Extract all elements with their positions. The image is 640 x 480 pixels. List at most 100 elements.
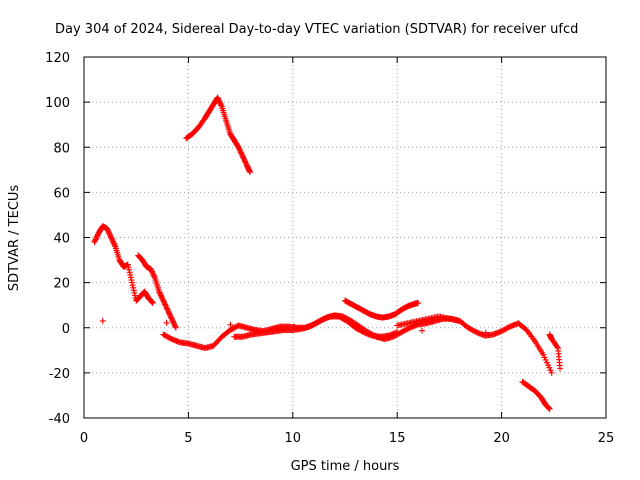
data-point-interp	[105, 228, 112, 235]
data-point-interp	[395, 330, 402, 337]
data-point-interp	[165, 309, 172, 316]
data-point-interp	[236, 146, 243, 153]
data-point-interp	[236, 145, 243, 152]
y-tick-label: -40	[49, 412, 70, 427]
data-point-interp	[482, 329, 489, 336]
data-point-interp	[504, 324, 511, 331]
chart-title: Day 304 of 2024, Sidereal Day-to-day VTE…	[55, 22, 578, 37]
data-point-interp	[111, 242, 118, 249]
data-point-interp	[547, 367, 554, 374]
data-point-interp	[354, 322, 361, 329]
data-point-interp	[109, 238, 116, 245]
data-point-interp	[355, 325, 362, 332]
series-upper-arc	[183, 94, 253, 176]
data-point-interp	[194, 125, 201, 132]
data-point-interp	[233, 323, 240, 330]
y-tick-label: 80	[53, 141, 70, 156]
data-point-interp	[157, 291, 164, 298]
y-tick-label: 0	[62, 322, 70, 337]
data-point-interp	[234, 142, 241, 149]
series-arc-12-16	[342, 297, 422, 321]
data-point-interp	[237, 148, 244, 155]
data-point-interp	[125, 264, 132, 271]
x-tick-label: 10	[285, 431, 302, 446]
x-tick-label: 20	[493, 431, 510, 446]
data-point-interp	[241, 157, 248, 164]
data-point-interp	[170, 319, 177, 326]
data-point-interp	[151, 273, 158, 280]
data-point-interp	[240, 154, 247, 161]
series-late-descending	[519, 378, 553, 412]
data-point-interp	[530, 336, 537, 343]
series-early-arc	[91, 223, 156, 306]
data-point-interp	[163, 305, 170, 312]
data-point	[160, 297, 167, 304]
grid-lines	[84, 57, 606, 418]
data-point-interp	[544, 404, 551, 411]
data-point	[172, 324, 179, 331]
data-point-interp	[166, 310, 173, 317]
data-point	[164, 306, 171, 313]
data-point-interp	[554, 343, 561, 350]
data-point-interp	[160, 298, 167, 305]
data-point-interp	[217, 99, 224, 106]
data-point-interp	[216, 336, 223, 343]
data-point	[168, 315, 175, 322]
data-point-interp	[107, 233, 114, 240]
data-point-interp	[166, 334, 173, 341]
data-point-interp	[403, 320, 410, 327]
data-point	[548, 369, 555, 376]
data-point-interp	[218, 102, 225, 109]
data-point-interp	[222, 115, 229, 122]
x-tick-label: 0	[80, 431, 88, 446]
data-point	[239, 153, 246, 160]
data-point-interp	[157, 292, 164, 299]
data-point-interp	[242, 158, 249, 165]
data-point-interp	[224, 328, 231, 335]
series-descending-2-6-4-5	[135, 252, 179, 331]
data-point-interp	[127, 274, 134, 281]
data-point-interp	[546, 405, 553, 412]
data-point-interp	[159, 296, 166, 303]
y-tick-label: 100	[45, 96, 70, 111]
data-point-interp	[362, 327, 369, 334]
data-point-interp	[414, 300, 421, 307]
data-point-interp	[542, 356, 549, 363]
data-point-interp	[148, 297, 155, 304]
data-point-interp	[291, 323, 298, 330]
data-point-interp	[543, 359, 550, 366]
data-point	[99, 317, 106, 324]
axis-ticks: 0 5 10 15 20 25 -40 -20 0 20 40 60 80 100 120	[45, 51, 614, 446]
data-point-interp	[148, 298, 155, 305]
data-point-interp	[163, 319, 170, 326]
data-point-interp	[163, 304, 170, 311]
data-point-interp	[155, 286, 162, 293]
data-point	[129, 279, 136, 286]
data-point-interp	[150, 271, 157, 278]
data-point-interp	[242, 159, 249, 166]
data-point-interp	[148, 267, 155, 274]
data-point-interp	[521, 325, 528, 332]
data-point-interp	[541, 354, 548, 361]
data-point-interp	[105, 229, 112, 236]
data-point-interp	[109, 237, 116, 244]
data-point-interp	[110, 239, 117, 246]
data-point-interp	[239, 151, 246, 158]
data-point-interp	[444, 315, 451, 322]
data-point-interp	[556, 362, 563, 369]
data-point-interp	[404, 326, 411, 333]
data-point-interp	[546, 364, 553, 371]
data-point-interp	[94, 232, 101, 239]
data-point-interp	[165, 307, 172, 314]
data-point-interp	[158, 293, 165, 300]
data-point-interp	[169, 318, 176, 325]
data-point-interp	[171, 320, 178, 327]
data-point-interp	[168, 314, 175, 321]
data-point-interp	[424, 316, 431, 323]
data-point	[108, 234, 115, 241]
data-point-interp	[418, 327, 425, 334]
data-point	[91, 239, 98, 246]
data-point-interp	[539, 349, 546, 356]
data-point-interp	[312, 320, 319, 327]
